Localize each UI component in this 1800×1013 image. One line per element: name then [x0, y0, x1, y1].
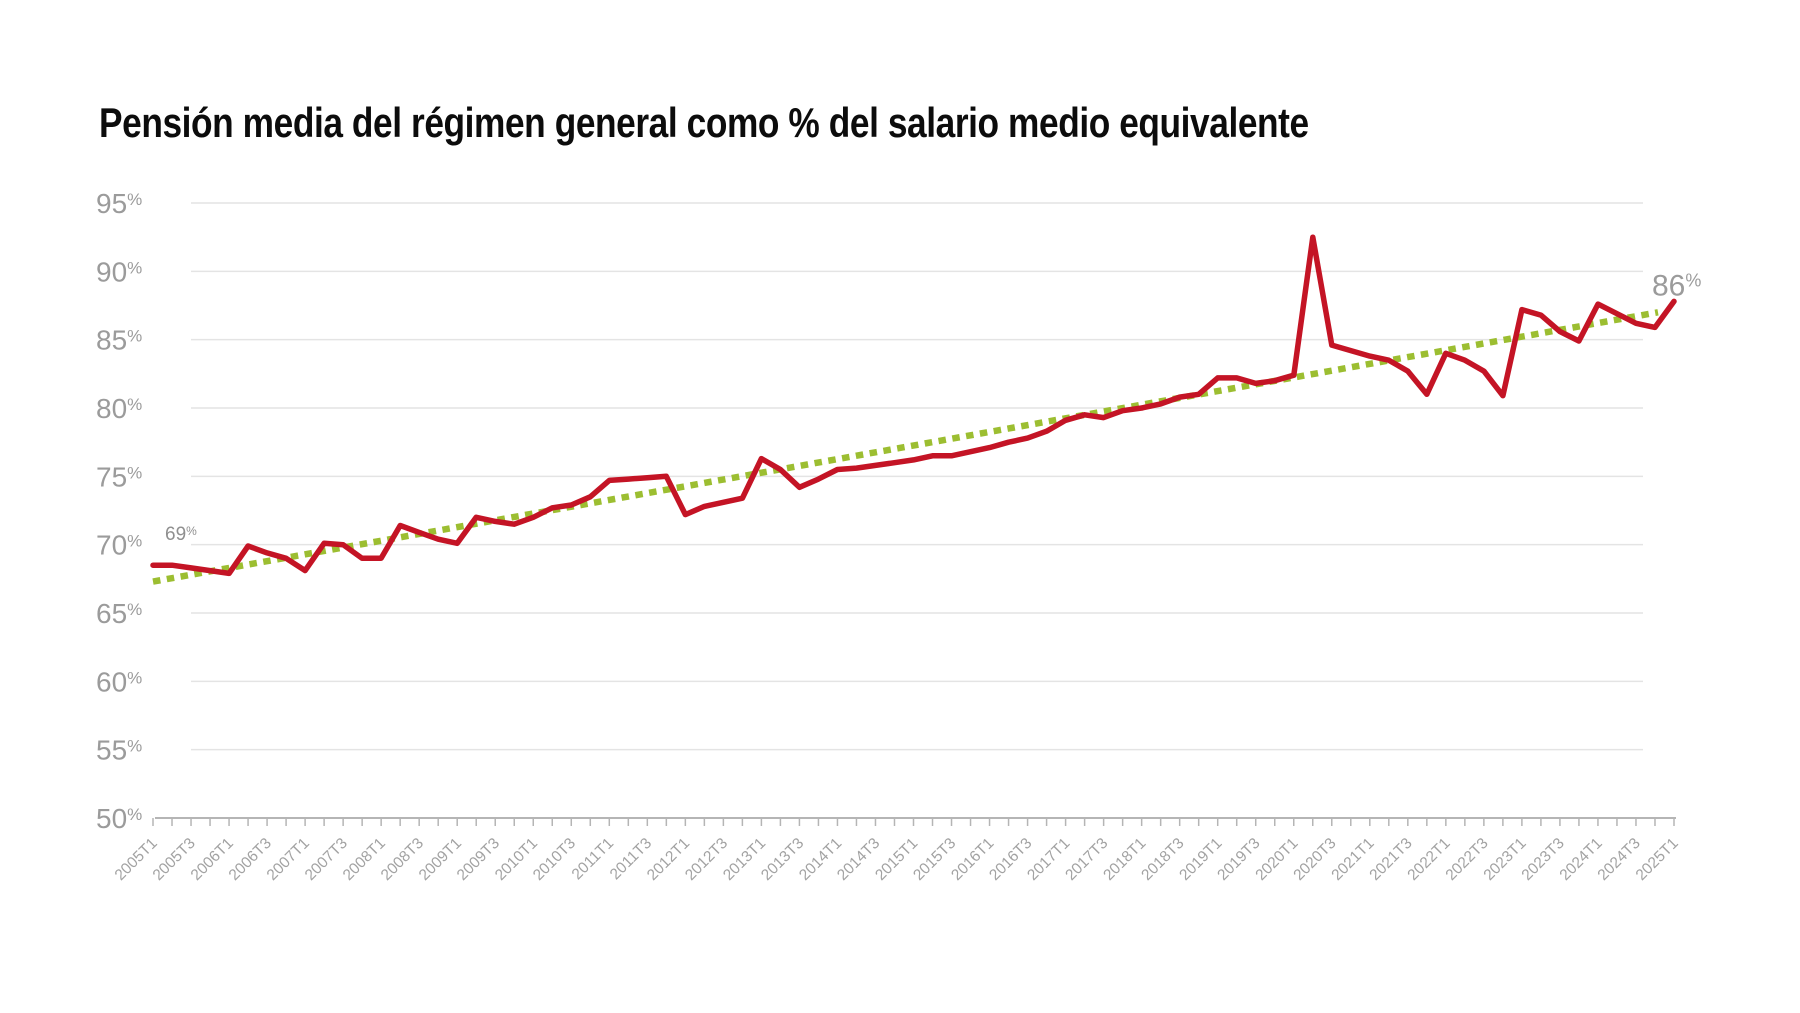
x-axis-tick-label: 2010T3 — [530, 835, 579, 884]
start-value-annotation: 69% — [165, 524, 197, 545]
y-axis-tick-label: 65% — [96, 598, 142, 629]
y-axis-tick-label: 80% — [96, 393, 142, 424]
end-value-annotation: 86% — [1652, 269, 1701, 302]
y-axis-tick-label: 75% — [96, 461, 142, 492]
y-axis-tick-label: 85% — [96, 325, 142, 356]
y-axis-tick-label: 55% — [96, 735, 142, 766]
trend-line — [152, 309, 1659, 585]
x-axis-tick-label: 2025T1 — [1633, 835, 1682, 884]
y-axis-tick-label: 95% — [96, 188, 142, 219]
y-axis-tick-label: 50% — [96, 803, 142, 834]
page-title: Pensión media del régimen general como %… — [99, 99, 1309, 146]
y-axis-tick-label: 60% — [96, 666, 142, 697]
pension-line — [150, 234, 1677, 577]
y-axis-tick-label: 90% — [96, 256, 142, 287]
y-axis-tick-label: 70% — [96, 530, 142, 561]
x-axis-tick-label: 2011T1 — [569, 835, 617, 883]
